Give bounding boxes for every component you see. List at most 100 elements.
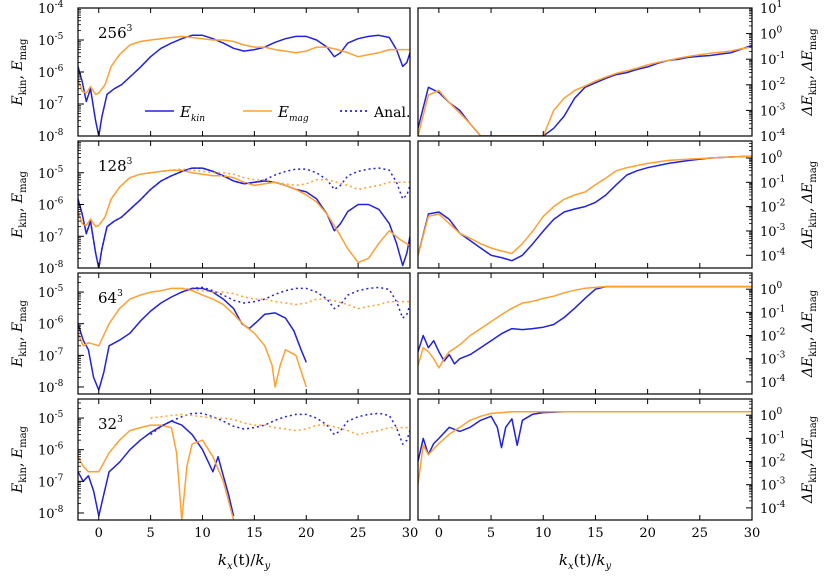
y-tick-label: 10-5 [38, 284, 64, 301]
legend-kin-label: Ekin [179, 103, 205, 124]
y-tick-label: 10-3 [760, 351, 786, 368]
series--e-mag-line [418, 46, 752, 136]
y-tick-label: 10-6 [38, 442, 64, 459]
y-tick-label: 10-5 [38, 410, 64, 427]
panel-left-row-0: 10-8 10-7 10-6 10-5 10-4 2563 [38, 0, 411, 145]
series-e-kin-line [78, 167, 410, 268]
x-tick-label: 30 [402, 526, 419, 541]
y-tick-label: 10-8 [38, 260, 64, 277]
resolution-label: 323 [98, 415, 123, 433]
y-tick-label: 101 [760, 0, 782, 17]
y-tick-label: 10-3 [760, 477, 786, 494]
x-tick-label: 25 [692, 526, 709, 541]
y-tick-label: 10-6 [38, 64, 64, 81]
y-tick-label: 10-2 [760, 454, 785, 471]
y-tick-label: 10-4 [760, 374, 786, 391]
x-tick-label: 0 [435, 526, 443, 541]
y-tick-label: 10-5 [38, 32, 64, 49]
y-tick-label: 10-2 [760, 328, 785, 345]
x-tick-label: 25 [350, 526, 367, 541]
y-tick-label: 100 [760, 26, 783, 43]
y-axis-labels-right: ΔEkin, ΔEmag ΔEkin, ΔEmag ΔEkin, ΔEmag ΔEki… [800, 28, 819, 504]
series-e-mag-anal--line [78, 168, 410, 228]
y-tick-label: 10-1 [760, 304, 785, 321]
y-tick-label: 10-4 [38, 0, 64, 17]
y-axis-label-right: ΔEkin, ΔEmag [800, 160, 819, 249]
y-tick-label: 10-7 [38, 473, 64, 490]
x-axis-labels: kx(t)/ky kx(t)/ky [218, 551, 612, 572]
series-e-kin-anal--line [181, 286, 410, 319]
x-tick-label: 20 [298, 526, 315, 541]
x-tick-label: 15 [587, 526, 604, 541]
panel-frame [417, 272, 753, 395]
x-tick-label: 0 [95, 526, 103, 541]
x-tick-label: 10 [194, 526, 211, 541]
y-axis-label-right: ΔEkin, ΔEmag [800, 289, 819, 378]
y-axis-label-left: Ekin, Emag [10, 170, 29, 239]
panel-left-row-1: 10-8 10-7 10-6 10-5 1283 [38, 140, 411, 277]
series-e-mag-line [78, 35, 410, 96]
resolution-label: 2563 [98, 24, 133, 42]
panel-right-row-1: 10-4 10-3 10-2 10-1 100 [417, 140, 786, 269]
y-tick-label: 100 [760, 281, 783, 298]
y-tick-label: 10-8 [38, 505, 64, 522]
resolution-label: 643 [98, 289, 123, 307]
y-tick-label: 10-2 [760, 77, 785, 94]
x-tick-label: 10 [535, 526, 552, 541]
y-tick-label: 100 [760, 150, 783, 167]
y-tick-label: 10-1 [760, 430, 785, 447]
panel-left-row-2: 10-8 10-7 10-6 10-5 643 [38, 272, 411, 396]
legend: Ekin Emag Anal. [145, 103, 410, 124]
legend-anal-label: Anal. [373, 105, 410, 121]
y-axis-label-left: Ekin, Emag [10, 425, 29, 494]
series-e-kin-anal--line [150, 412, 410, 445]
y-tick-label: 10-4 [760, 247, 786, 264]
resolution-label: 1283 [98, 157, 133, 175]
series--e-mag-line [418, 411, 752, 485]
y-axis-label-left: Ekin, Emag [10, 299, 29, 368]
series--e-kin-line [418, 285, 752, 365]
y-tick-label: 10-8 [38, 128, 64, 145]
panel-frame [77, 398, 411, 521]
x-tick-label: 5 [487, 526, 495, 541]
y-axis-label-left: Ekin, Emag [10, 38, 29, 107]
series-e-mag-line [78, 287, 308, 388]
series--e-kin-line [418, 411, 752, 462]
x-axis-label: kx(t)/ky [559, 551, 612, 572]
x-tick-label: 15 [246, 526, 263, 541]
series-e-mag-anal--line [150, 413, 410, 436]
panel-right-row-2: 10-4 10-3 10-2 10-1 100 [417, 272, 786, 395]
y-tick-label: 10-4 [760, 128, 786, 145]
y-tick-label: 10-6 [38, 316, 64, 333]
series-e-kin-anal--line [78, 167, 410, 268]
legend-mag-label: Emag [277, 103, 309, 124]
panel-right-row-3: 0 5 10 15 20 25 30 10-4 10-3 10-2 10-1 100 [417, 398, 786, 541]
y-tick-label: 10-2 [760, 199, 785, 216]
y-tick-label: 10-1 [760, 174, 785, 191]
series-e-mag-line [78, 424, 235, 520]
y-tick-label: 10-5 [38, 165, 64, 182]
series-e-kin-line [78, 34, 410, 136]
series-e-kin-line [78, 420, 235, 517]
series--e-kin-line [418, 155, 752, 262]
y-tick-label: 10-7 [38, 96, 64, 113]
x-axis-label: kx(t)/ky [218, 551, 271, 572]
panel-left-row-3: 0 5 10 15 20 25 30 10-8 10-7 10-6 10-5 323 [38, 398, 419, 541]
y-tick-label: 10-3 [760, 102, 786, 119]
x-tick-label: 30 [744, 526, 761, 541]
x-tick-label: 5 [146, 526, 154, 541]
series--e-mag-line [418, 155, 752, 256]
y-axis-label-right: ΔEkin, ΔEmag [800, 415, 819, 504]
panel-frame [417, 7, 753, 137]
y-axis-label-right: ΔEkin, ΔEmag [800, 28, 819, 117]
series--e-mag-line [418, 285, 752, 369]
panel-frame [417, 140, 753, 269]
y-tick-label: 10-3 [760, 223, 786, 240]
y-tick-label: 10-7 [38, 347, 64, 364]
y-tick-label: 100 [760, 407, 783, 424]
x-tick-label: 20 [639, 526, 656, 541]
panel-frame [77, 272, 411, 395]
panels: 10-8 10-7 10-6 10-5 10-4 2563 10-4 10-3 10-2 10-1… [38, 0, 786, 541]
y-tick-label: 10-1 [760, 51, 785, 68]
